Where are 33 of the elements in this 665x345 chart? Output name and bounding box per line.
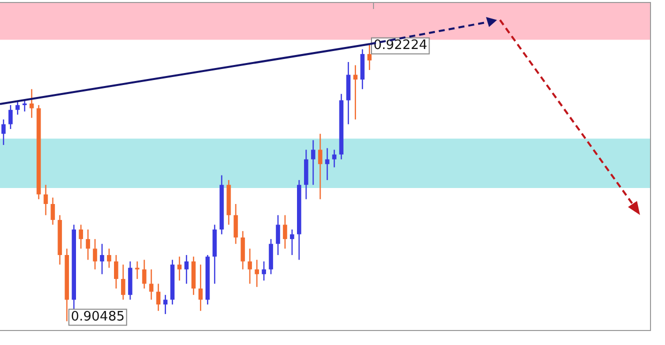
candlestick — [8, 104, 13, 130]
candlestick — [50, 197, 55, 226]
candlestick — [198, 264, 203, 312]
candlestick — [30, 88, 34, 118]
candlestick — [106, 248, 112, 268]
candlestick — [44, 184, 48, 216]
annotation: 0.90485 — [70, 310, 125, 325]
candlestick — [234, 203, 238, 244]
candlestick — [149, 268, 154, 300]
candlestick — [100, 243, 104, 275]
candlestick — [142, 259, 146, 290]
candlestick — [184, 254, 189, 284]
candlestick — [114, 254, 118, 290]
candlestick — [311, 140, 316, 186]
candlestick — [325, 148, 330, 181]
candlestick — [135, 260, 140, 280]
candlestick — [78, 224, 84, 250]
candlestick — [282, 214, 288, 250]
candlestick — [121, 264, 126, 300]
candlestick — [163, 294, 168, 315]
candlestick — [15, 101, 20, 116]
candlestick — [177, 256, 182, 282]
candlestick — [276, 214, 280, 256]
candlestick — [332, 149, 336, 168]
candlestick — [240, 230, 245, 270]
candlestick — [92, 238, 98, 270]
candlestick — [86, 228, 90, 260]
candlestick — [318, 133, 322, 200]
text: 0.92224 — [373, 38, 428, 54]
candlestick — [248, 248, 252, 284]
candlestick — [156, 283, 160, 312]
candlestick — [1, 118, 6, 146]
candlestick — [367, 43, 372, 71]
